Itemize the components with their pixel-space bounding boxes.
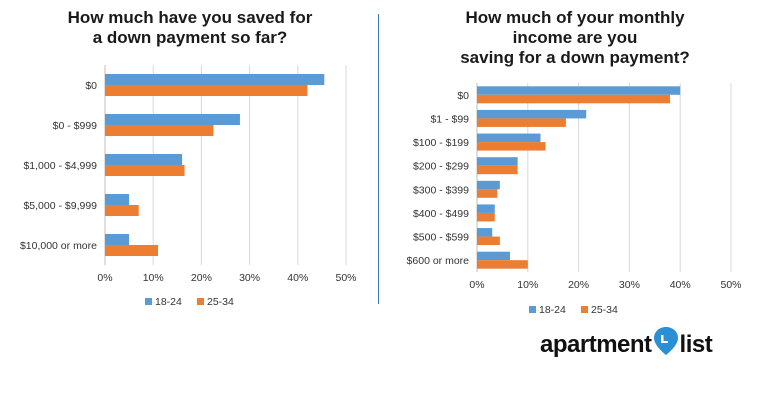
- chart-title-line: How much have you saved for: [67, 8, 313, 27]
- bar-25-34-6: [477, 212, 495, 222]
- x-tick-label: 30%: [619, 279, 640, 291]
- bar-25-34-3: [477, 142, 546, 151]
- category-label: $400 - $499: [413, 208, 469, 220]
- bar-18-24-4: [105, 194, 130, 205]
- category-label: $0: [85, 80, 97, 92]
- category-label: $5,000 - $9,999: [23, 200, 97, 212]
- x-tick-label: 50%: [335, 272, 356, 284]
- category-label: $1 - $99: [430, 113, 469, 125]
- bar-25-34-2: [477, 118, 566, 127]
- bar-18-24-8: [477, 251, 511, 261]
- bar-25-34-8: [477, 260, 528, 269]
- x-tick-label: 50%: [720, 279, 741, 291]
- category-label: $600 or more: [407, 255, 470, 267]
- bar-18-24-6: [477, 204, 495, 213]
- bar-18-24-1: [477, 86, 681, 95]
- category-label: $10,000 or more: [20, 240, 97, 252]
- bar-18-24-4: [477, 157, 518, 166]
- chart-title-savings-so-far: How much have you saved for a down payme…: [10, 8, 370, 48]
- bar-18-24-5: [477, 180, 500, 190]
- legend-swatch-18-24: [145, 298, 152, 305]
- bar-18-24-2: [477, 109, 587, 119]
- category-label: $100 - $199: [413, 137, 469, 149]
- x-tick-label: 20%: [568, 279, 589, 291]
- category-label: $300 - $399: [413, 184, 469, 196]
- category-label: $1,000 - $4,999: [23, 160, 97, 172]
- apartment-list-logo: apartment list: [540, 326, 713, 359]
- bar-25-34-1: [477, 94, 671, 104]
- x-tick-label: 30%: [239, 272, 260, 284]
- legend-swatch-18-24: [529, 306, 536, 313]
- legend-label-25-34: 25-34: [591, 304, 618, 316]
- bar-18-24-2: [105, 114, 240, 125]
- chart-title-line: income are you: [512, 28, 638, 47]
- bar-18-24-5: [105, 234, 130, 245]
- category-label: $0: [457, 90, 469, 102]
- category-label: $0 - $999: [53, 120, 98, 132]
- legend-label-18-24: 18-24: [539, 304, 566, 316]
- chart-title-line: How much of your monthly: [465, 8, 685, 27]
- x-tick-label: 20%: [191, 272, 212, 284]
- legend-swatch-25-34: [581, 306, 588, 313]
- bar-25-34-3: [105, 165, 185, 176]
- legend-label-18-24: 18-24: [155, 296, 182, 308]
- bar-18-24-7: [477, 228, 493, 237]
- bar-25-34-7: [477, 236, 500, 246]
- bar-25-34-1: [105, 85, 308, 96]
- legend-label-25-34: 25-34: [207, 296, 234, 308]
- logo-text-list: list: [679, 331, 713, 358]
- bar-25-34-5: [105, 245, 159, 256]
- x-tick-label: 10%: [517, 279, 538, 291]
- chart-title-monthly-savings: How much of your monthly income are you …: [395, 8, 755, 68]
- chart-divider: [378, 14, 379, 304]
- x-tick-label: 40%: [287, 272, 308, 284]
- x-tick-label: 10%: [143, 272, 164, 284]
- x-tick-label: 0%: [97, 272, 112, 284]
- bar-18-24-1: [105, 74, 325, 85]
- bar-25-34-2: [105, 125, 214, 136]
- bar-25-34-5: [477, 189, 498, 198]
- category-label: $500 - $599: [413, 232, 469, 244]
- x-tick-label: 40%: [670, 279, 691, 291]
- legend-swatch-25-34: [197, 298, 204, 305]
- logo-text-apartment: apartment: [540, 331, 652, 358]
- x-tick-label: 0%: [469, 279, 484, 291]
- bar-25-34-4: [105, 205, 139, 216]
- map-pin-icon: [653, 327, 678, 355]
- bar-18-24-3: [477, 133, 541, 143]
- chart-title-line: saving for a down payment?: [460, 48, 690, 67]
- bar-18-24-3: [105, 154, 183, 165]
- category-label: $200 - $299: [413, 161, 469, 173]
- bar-25-34-4: [477, 165, 518, 175]
- chart-title-line: a down payment so far?: [92, 28, 288, 47]
